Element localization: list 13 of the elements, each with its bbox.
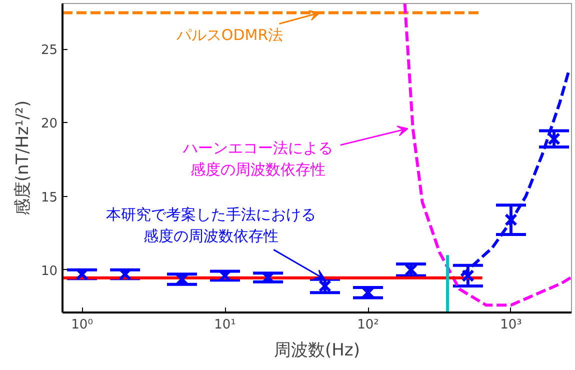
y-tick-label: 20 <box>40 116 58 132</box>
annotation: 本研究で考案した手法における感度の周波数依存性 <box>106 206 316 246</box>
y-tick-label: 10 <box>40 264 58 279</box>
x-axis-title: 周波数(Hz) <box>274 340 360 360</box>
y-axis-title: 感度(nT/Hz¹/²) <box>12 100 33 216</box>
x-tick-label: 10⁰ <box>71 318 93 332</box>
x-tick-label: 10² <box>357 318 379 332</box>
y-tick-label: 15 <box>40 190 58 206</box>
x-tick-label: 10³ <box>500 318 522 332</box>
annotation: パルスODMR法 <box>175 26 284 44</box>
x-tick-label: 10¹ <box>214 318 236 332</box>
annotation: ハーンエコー法による感度の周波数依存性 <box>182 138 333 178</box>
y-tick-label: 25 <box>40 43 58 58</box>
